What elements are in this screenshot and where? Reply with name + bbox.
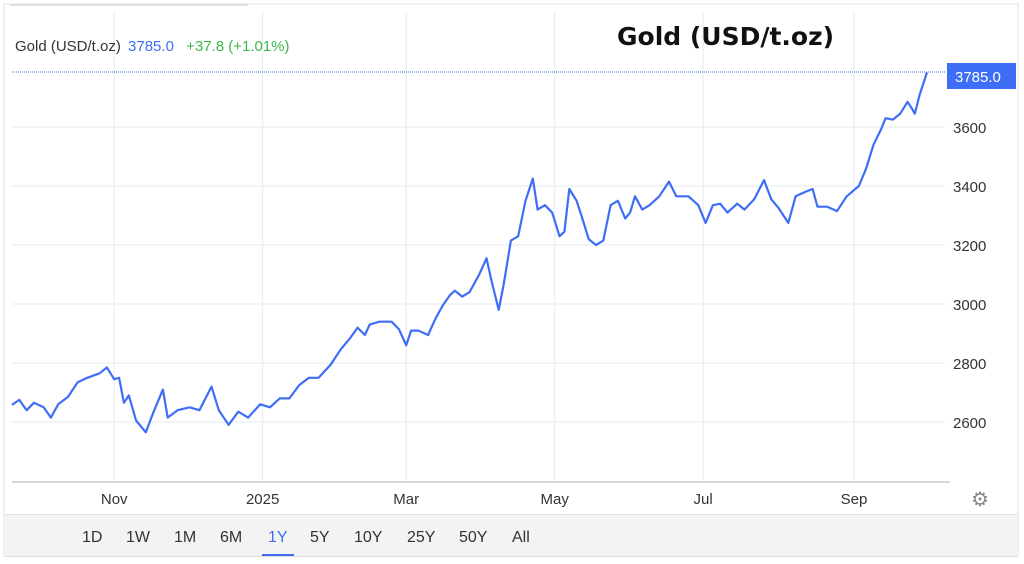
series-line: [11, 72, 929, 434]
gear-icon[interactable]: ⚙: [971, 489, 989, 511]
y-tick-label: 3200: [953, 238, 986, 255]
range-all[interactable]: All: [512, 529, 530, 546]
chart-frame: [3, 3, 1019, 556]
x-tick-label: Jul: [694, 491, 713, 508]
last-price-label: 3785.0: [955, 69, 1001, 86]
legend-price: 3785.0: [128, 38, 174, 55]
y-tick-label: 2600: [953, 415, 986, 432]
x-tick-label: 2025: [246, 491, 279, 508]
range-10y[interactable]: 10Y: [354, 529, 383, 546]
y-tick-label: 3600: [953, 120, 986, 137]
y-tick-label: 2800: [953, 356, 986, 373]
x-tick-label: Nov: [101, 491, 128, 508]
range-6m[interactable]: 6M: [220, 529, 243, 546]
range-selector: 1D 1W 1M 6M 1Y 5Y 10Y 25Y 50Y All: [4, 514, 1018, 557]
x-tick-label: May: [541, 491, 570, 508]
legend-name: Gold (USD/t.oz): [15, 38, 121, 55]
legend-change: +37.8 (+1.01%): [186, 38, 290, 55]
range-5y[interactable]: 5Y: [310, 529, 330, 546]
range-50y[interactable]: 50Y: [459, 529, 488, 546]
y-tick-label: 3400: [953, 179, 986, 196]
range-1w[interactable]: 1W: [126, 529, 150, 546]
last-price-badge: [947, 63, 1016, 89]
chart-title: Gold (USD/t.oz): [617, 22, 835, 51]
y-tick-label: 3000: [953, 297, 986, 314]
x-tick-label: Sep: [841, 491, 868, 508]
range-1m[interactable]: 1M: [174, 529, 197, 546]
range-1d[interactable]: 1D: [82, 529, 103, 546]
range-1y[interactable]: 1Y: [262, 529, 294, 556]
legend: Gold (USD/t.oz) 3785.0 +37.8 (+1.01%): [15, 38, 290, 55]
x-tick-label: Mar: [393, 491, 419, 508]
range-25y[interactable]: 25Y: [407, 529, 436, 546]
